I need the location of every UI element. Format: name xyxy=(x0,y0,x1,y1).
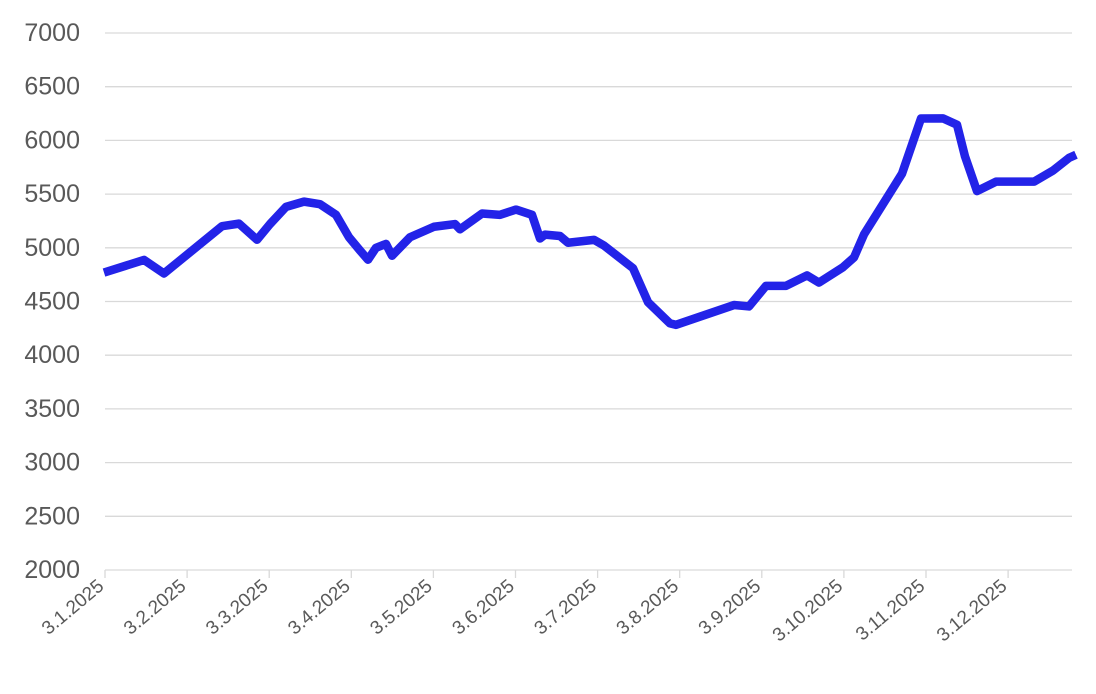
svg-text:3.7.2025: 3.7.2025 xyxy=(531,576,601,640)
svg-text:3.4.2025: 3.4.2025 xyxy=(284,576,354,640)
svg-text:3.3.2025: 3.3.2025 xyxy=(202,576,272,640)
svg-text:3500: 3500 xyxy=(24,395,80,423)
svg-text:3.10.2025: 3.10.2025 xyxy=(769,576,847,646)
svg-text:4500: 4500 xyxy=(24,288,80,316)
svg-text:6500: 6500 xyxy=(24,73,80,101)
svg-text:3.6.2025: 3.6.2025 xyxy=(449,576,519,640)
svg-text:3.2.2025: 3.2.2025 xyxy=(120,576,190,640)
svg-text:7000: 7000 xyxy=(24,19,80,47)
svg-text:3000: 3000 xyxy=(24,449,80,477)
svg-text:3.12.2025: 3.12.2025 xyxy=(933,576,1011,646)
svg-text:3.1.2025: 3.1.2025 xyxy=(38,576,108,640)
svg-text:3.8.2025: 3.8.2025 xyxy=(613,576,683,640)
svg-text:3.11.2025: 3.11.2025 xyxy=(852,576,929,646)
svg-text:5500: 5500 xyxy=(24,180,80,208)
svg-text:4000: 4000 xyxy=(24,341,80,369)
svg-text:5000: 5000 xyxy=(24,234,80,262)
svg-text:2000: 2000 xyxy=(24,556,80,584)
svg-text:3.5.2025: 3.5.2025 xyxy=(366,576,436,640)
svg-text:6000: 6000 xyxy=(24,126,80,154)
svg-text:3.9.2025: 3.9.2025 xyxy=(695,576,765,640)
svg-text:2500: 2500 xyxy=(24,502,80,530)
